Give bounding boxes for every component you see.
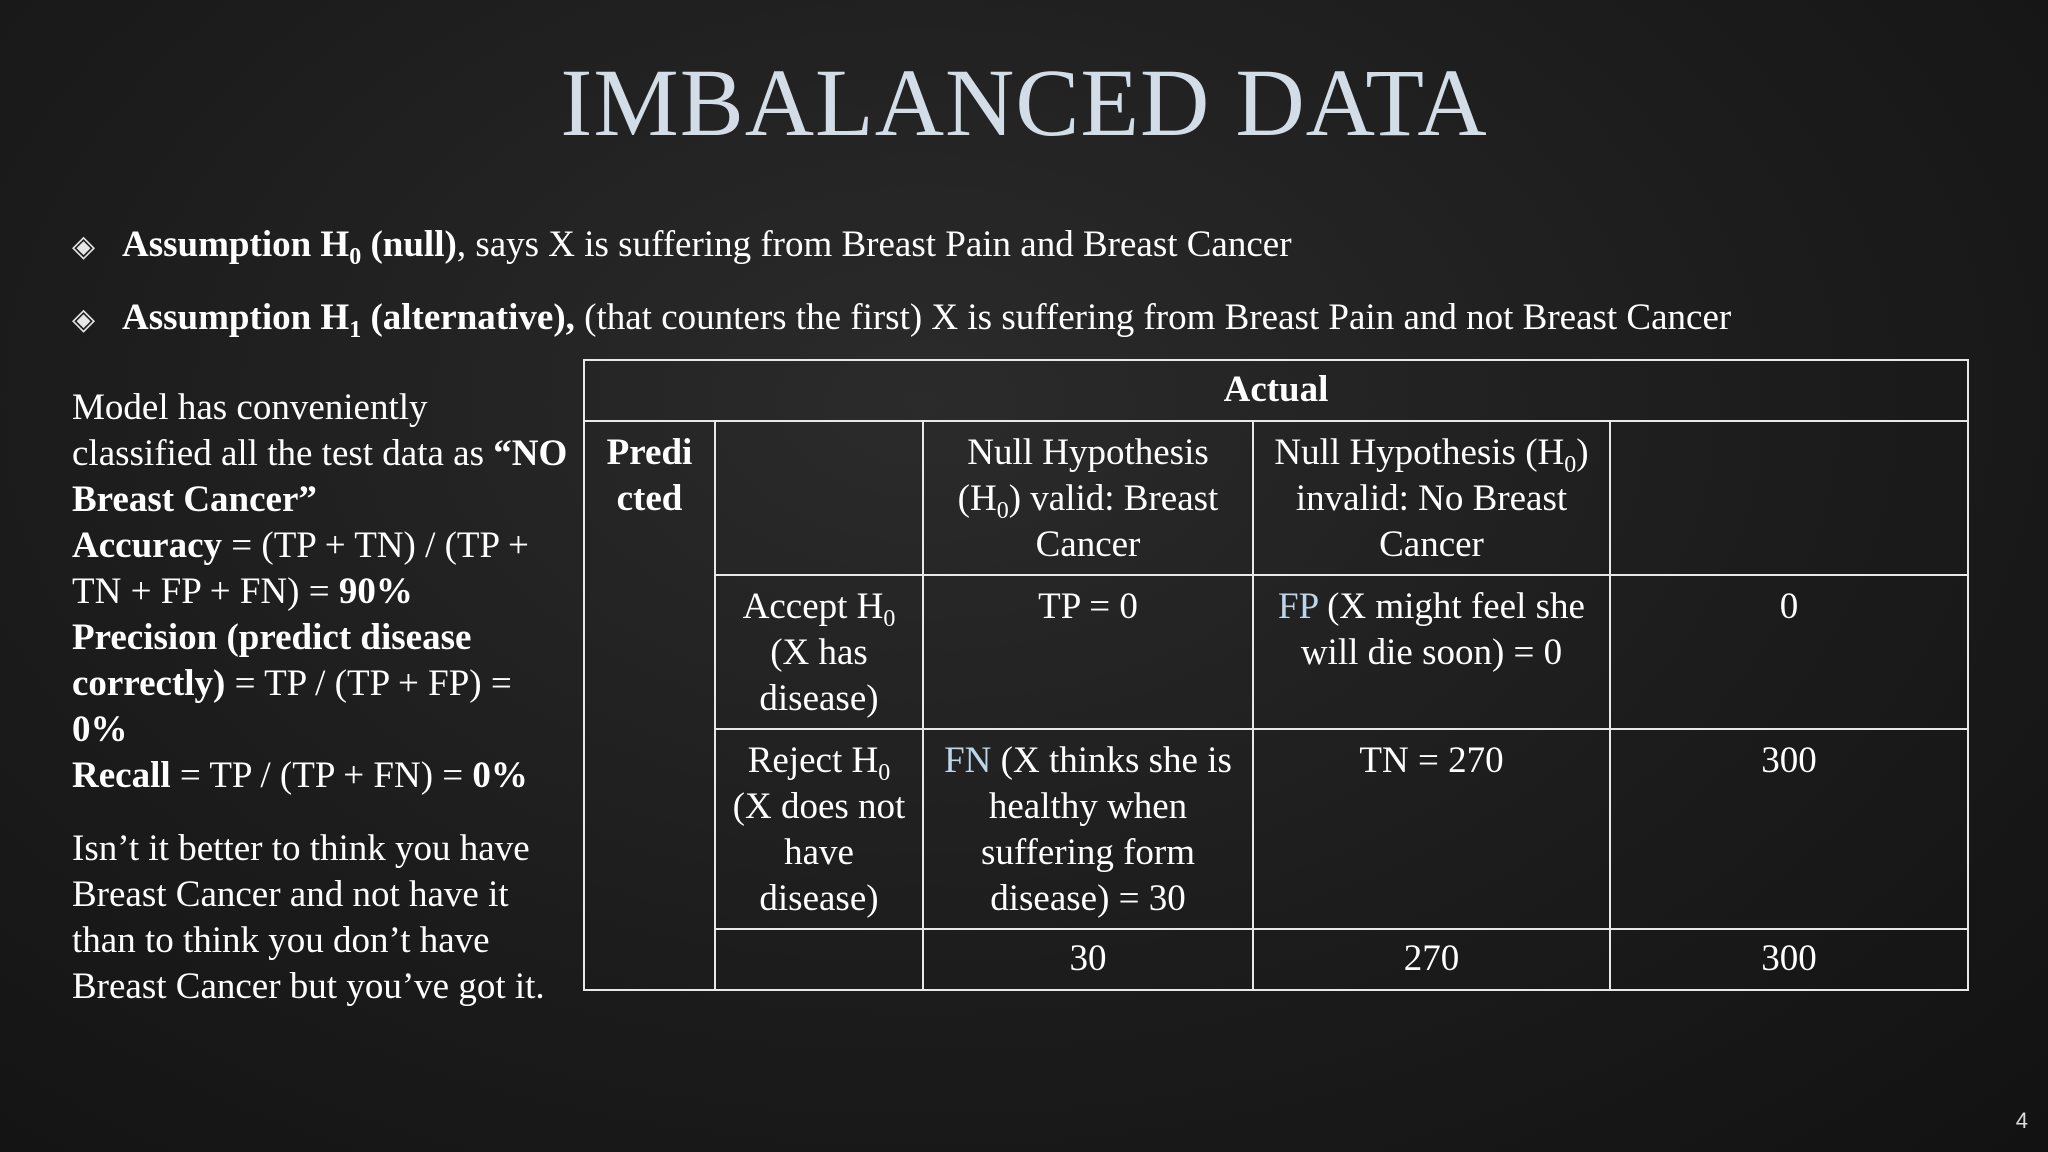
fp-cell: FP (X might feel she will die soon) = 0	[1252, 573, 1611, 731]
bullet-assumption-h0: ◈ Assumption H0 (null), says X is sufferi…	[72, 223, 1292, 269]
no-cancer-quote: “NO Breast Cancer”	[72, 433, 568, 520]
accuracy-formula: = (TP + TN) / (TP + TN + FP + FN) =	[72, 525, 529, 612]
corner-cell	[714, 420, 924, 576]
bullet-assumption-h1: ◈ Assumption H1 (alternative), (that coun…	[72, 296, 1731, 342]
row-reject-h0: Reject H0 (X does not have disease)	[714, 728, 924, 930]
diamond-bullet-icon: ◈	[72, 229, 96, 264]
table-row: Predi cted Null Hypothesis (H0) valid: B…	[583, 420, 1970, 991]
col-null-valid: Null Hypothesis (H0) valid: Breast Cance…	[922, 420, 1254, 576]
recall-value: 0%	[472, 755, 528, 796]
table-row: Accept H0 (X has disease) TP = 0 FP (X m…	[584, 573, 1970, 731]
bullet-bold: Assumption H1 (alternative),	[122, 297, 575, 343]
slide-title: IMBALANCED DATA	[560, 49, 1488, 156]
row-accept-h0: Accept H0 (X has disease)	[714, 573, 924, 731]
table-row: Reject H0 (X does not have disease) FN (…	[584, 728, 1970, 930]
tn-cell: TN = 270	[1252, 728, 1611, 930]
accept-total: 0	[1608, 573, 1970, 731]
precision-value: 0%	[72, 709, 128, 750]
metrics-text: Model has conveniently classified all th…	[72, 385, 572, 1010]
reject-total: 300	[1608, 728, 1970, 930]
bullet-bold: Assumption H0 (null)	[122, 224, 457, 270]
intro-text: Model has conveniently classified all th…	[72, 387, 484, 474]
col-total-valid: 30	[922, 927, 1254, 992]
confusion-matrix: Actual Predi cted Null Hypothesis (H0) v…	[582, 358, 1970, 992]
recall-label: Recall	[72, 755, 171, 796]
metrics-paragraph: Model has conveniently classified all th…	[72, 385, 572, 799]
totals-label-cell	[714, 927, 924, 992]
precision-formula: = TP / (TP + FP) =	[225, 663, 512, 704]
table-row: Actual	[582, 358, 1970, 423]
slide-number: 4	[2015, 1108, 2028, 1133]
grand-total: 300	[1608, 927, 1970, 992]
fn-cell: FN (X thinks she is healthy when sufferi…	[922, 728, 1254, 930]
bullet-text: (that counters the first) X is suffering…	[574, 297, 1732, 338]
predicted-header: Predi cted	[583, 420, 716, 991]
col-total-invalid: 270	[1252, 927, 1611, 992]
accuracy-label: Accuracy	[72, 525, 222, 566]
col-total-header	[1608, 420, 1970, 576]
precision-label: Precision (predict disease correctly)	[72, 617, 472, 704]
actual-header: Actual	[582, 358, 1970, 423]
bullet-text: , says X is suffering from Breast Pain a…	[456, 224, 1292, 265]
diamond-bullet-icon: ◈	[72, 302, 96, 337]
closing-paragraph: Isn’t it better to think you have Breast…	[72, 828, 545, 1007]
tp-cell: TP = 0	[922, 573, 1254, 731]
recall-formula: = TP / (TP + FN) =	[170, 755, 473, 796]
col-null-invalid: Null Hypothesis (H0) invalid: No Breast …	[1252, 420, 1611, 576]
accuracy-value: 90%	[338, 571, 413, 612]
table-row: 30 270 300	[584, 927, 1970, 992]
